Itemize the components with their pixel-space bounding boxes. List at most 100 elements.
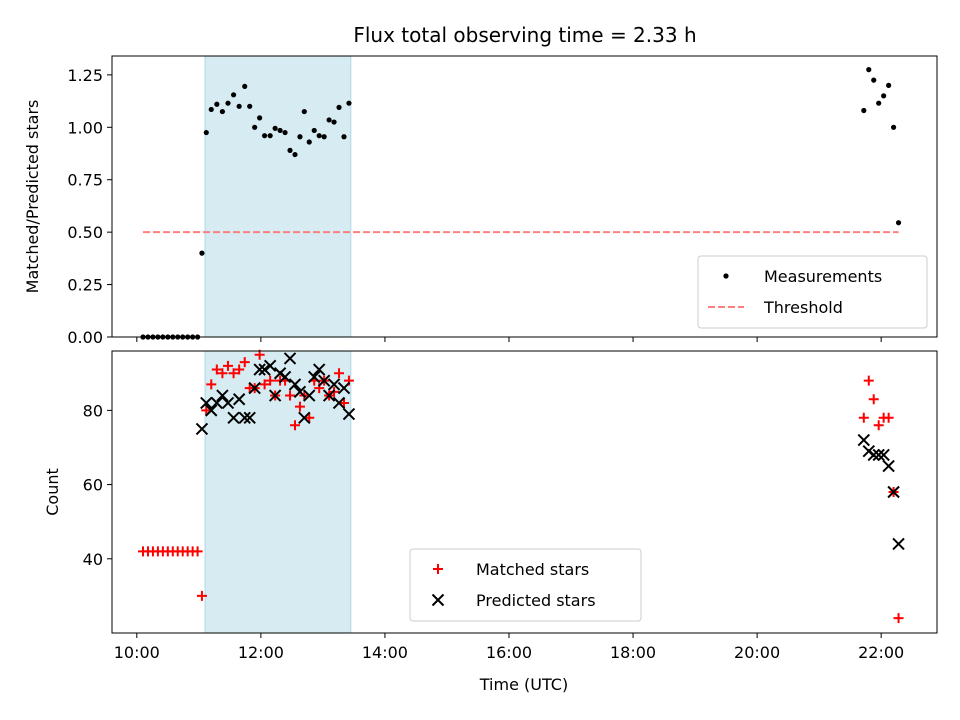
bottom-series-predicted-stars-point-19: [293, 385, 307, 399]
bottom-panel: 10:00 12:00 14:00 16:00 18:00 20:00 22:00 40 60 8…: [43, 349, 938, 662]
top-series-measurements-point-27: [277, 127, 283, 134]
top-y-tick-label-0: 0.00: [67, 328, 103, 347]
x-tick-label-2: 14:00: [362, 643, 408, 662]
top-series-measurements-point-38: [331, 119, 337, 125]
bottom-series-predicted-stars-point-21: [303, 389, 316, 402]
bottom-series-predicted-stars-point-26: [327, 378, 341, 391]
bottom-legend-handle-0: [433, 564, 443, 574]
bottom-plot-frame: [111, 350, 938, 634]
top-series-measurements-point-47: [886, 82, 892, 88]
bottom-series-matched-stars-point-19: [234, 364, 245, 375]
bottom-series-matched-stars-point-40: [338, 397, 349, 408]
bottom-series-predicted-stars-point-10: [248, 381, 261, 395]
x-tick-label-4: 18:00: [610, 643, 656, 662]
top-series-measurements-point-48: [890, 124, 897, 130]
bottom-series-matched-stars-point-11: [192, 546, 203, 557]
bottom-series-predicted-stars-point-24: [317, 374, 331, 387]
bottom-series-matched-stars-point-15: [211, 364, 222, 375]
top-series-measurements-point-36: [321, 134, 327, 140]
bottom-series-predicted-stars-point-12: [258, 363, 271, 376]
bottom-series-predicted-stars-point-17: [283, 352, 297, 365]
top-y-tick-label-2: 0.50: [67, 223, 103, 242]
top-series-measurements-point-44: [871, 77, 877, 83]
bottom-series-predicted-stars-point-0: [195, 422, 209, 436]
top-plot-frame: [111, 55, 938, 338]
bottom-series-predicted-stars-point-28: [337, 381, 351, 395]
top-series-measurements-point-12: [199, 250, 205, 256]
chart-title: Flux total observing time = 2.33 h: [353, 23, 696, 47]
bottom-series-predicted-stars-point-22: [308, 370, 321, 384]
bottom-series-predicted-stars-point-30: [857, 433, 871, 447]
top-series-measurements-point-25: [267, 133, 273, 139]
bottom-legend-label-1: Predicted stars: [476, 591, 596, 610]
x-tick-label-5: 20:00: [734, 643, 780, 662]
top-series-measurements-point-45: [876, 100, 882, 106]
top-legend-box: [697, 255, 928, 329]
bottom-data-layer: [138, 349, 905, 624]
top-series-measurements-point-13: [203, 129, 209, 136]
bottom-series-matched-stars-point-12: [196, 590, 207, 601]
bottom-series-predicted-stars-point-14: [268, 389, 282, 402]
bottom-series-matched-stars-point-44: [868, 394, 879, 405]
top-series-measurements-point-15: [214, 101, 220, 107]
bottom-y-tick-label-0: 40: [83, 550, 103, 569]
bottom-series-matched-stars-point-43: [863, 375, 874, 386]
bottom-series-predicted-stars-point-1: [200, 396, 213, 410]
bottom-y-tick-label-2: 80: [83, 401, 103, 420]
bottom-legend: Matched stars Predicted stars: [409, 548, 642, 622]
bottom-series-predicted-stars-point-27: [332, 396, 346, 410]
top-series-measurements-point-23: [257, 115, 263, 121]
bottom-legend-handle-1: [431, 593, 445, 607]
top-observing-span: [204, 55, 352, 338]
top-series-measurements-point-33: [306, 139, 312, 145]
x-tick-label-1: 12:00: [238, 643, 284, 662]
bottom-series-predicted-stars-point-6: [227, 411, 240, 424]
top-legend: Measurements Threshold: [697, 255, 928, 329]
bottom-series-predicted-stars-point-3: [210, 396, 224, 410]
top-series-measurements-point-16: [219, 108, 226, 115]
top-y-tick-label-3: 0.75: [67, 171, 103, 190]
bottom-series-matched-stars-point-25: [265, 375, 276, 386]
bottom-series-matched-stars-point-39: [334, 368, 345, 379]
bottom-y-tick-label-1: 60: [83, 476, 103, 495]
bottom-series-matched-stars-point-47: [883, 412, 894, 423]
bottom-series-predicted-stars-point-32: [867, 448, 880, 462]
top-series-measurements-point-30: [292, 151, 298, 158]
bottom-series-matched-stars-point-42: [858, 412, 869, 423]
top-series-measurements-point-26: [272, 125, 278, 131]
top-series-measurements-point-20: [242, 83, 248, 90]
bottom-series-matched-stars-point-45: [873, 420, 884, 431]
top-series-measurements-point-31: [297, 134, 303, 140]
top-legend-label-0: Measurements: [764, 267, 882, 286]
bottom-series-predicted-stars-point-23: [312, 363, 326, 376]
x-tick-label-6: 22:00: [858, 643, 904, 662]
x-axis-label: Time (UTC): [479, 675, 568, 694]
bottom-series-predicted-stars-point-18: [288, 378, 302, 391]
bottom-series-predicted-stars-point-34: [877, 448, 890, 462]
top-series-measurements-point-39: [336, 104, 342, 110]
bottom-series-predicted-stars-point-11: [253, 363, 266, 376]
bottom-series-matched-stars-point-17: [222, 360, 233, 371]
bottom-series-matched-stars-point-24: [259, 379, 270, 390]
top-y-axis-label: Matched/Predicted stars: [23, 100, 42, 294]
bottom-tick-layer: 10:00 12:00 14:00 16:00 18:00 20:00 22:00 40 60 8…: [83, 401, 905, 662]
bottom-series-predicted-stars-point-37: [892, 537, 905, 551]
bottom-series-predicted-stars-point-8: [238, 411, 251, 424]
bottom-series-predicted-stars-point-2: [205, 404, 218, 417]
top-series-measurements-point-42: [861, 107, 867, 114]
top-series-measurements-point-24: [261, 133, 268, 139]
top-series-measurements-point-37: [326, 117, 332, 123]
bottom-series-predicted-stars-point-20: [298, 411, 311, 424]
top-series-measurements-point-29: [287, 147, 293, 153]
bottom-series-predicted-stars-point-33: [872, 448, 885, 462]
top-series-measurements-point-21: [247, 103, 253, 109]
top-series-measurements-point-40: [341, 134, 347, 140]
bottom-series-predicted-stars-point-7: [232, 393, 246, 406]
top-series-measurements-point-35: [316, 133, 322, 139]
bottom-series-predicted-stars-point-13: [263, 359, 277, 373]
bottom-series-predicted-stars-point-16: [278, 370, 292, 384]
bottom-series-predicted-stars-point-35: [882, 459, 895, 473]
bottom-series-matched-stars-point-13: [201, 405, 212, 416]
bottom-series-predicted-stars-point-25: [322, 389, 336, 402]
